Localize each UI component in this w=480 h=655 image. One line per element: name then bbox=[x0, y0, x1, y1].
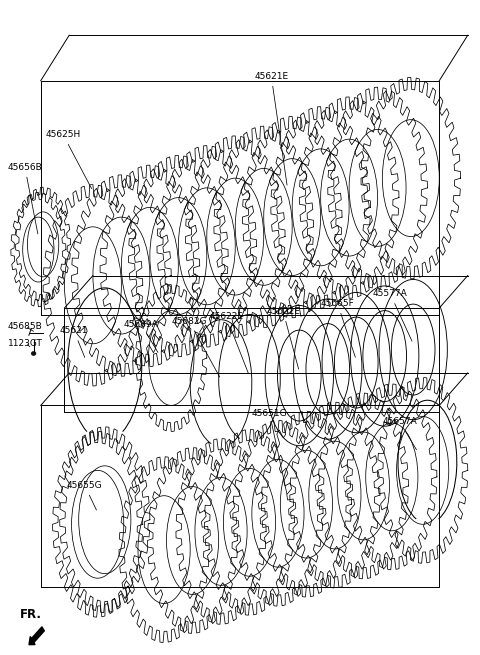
FancyArrow shape bbox=[29, 627, 44, 645]
Text: 45577A: 45577A bbox=[373, 290, 412, 341]
Text: 45657A: 45657A bbox=[383, 417, 417, 450]
Text: FR.: FR. bbox=[19, 608, 41, 621]
Text: 45621E: 45621E bbox=[254, 71, 288, 185]
Text: 1123GT: 1123GT bbox=[8, 339, 42, 348]
Text: 45682G: 45682G bbox=[171, 316, 220, 377]
Text: 45621: 45621 bbox=[60, 326, 88, 358]
Text: 45655G: 45655G bbox=[67, 481, 102, 510]
Text: 45651G: 45651G bbox=[252, 409, 288, 494]
Text: 45625H: 45625H bbox=[46, 130, 92, 189]
Text: 45622E: 45622E bbox=[209, 312, 249, 373]
Text: 45656B: 45656B bbox=[8, 162, 42, 234]
Text: 45689A: 45689A bbox=[124, 320, 158, 352]
Text: 45622E: 45622E bbox=[266, 307, 300, 369]
Ellipse shape bbox=[31, 352, 36, 356]
Text: 45665F: 45665F bbox=[321, 299, 355, 358]
Text: 45685B: 45685B bbox=[8, 322, 42, 331]
